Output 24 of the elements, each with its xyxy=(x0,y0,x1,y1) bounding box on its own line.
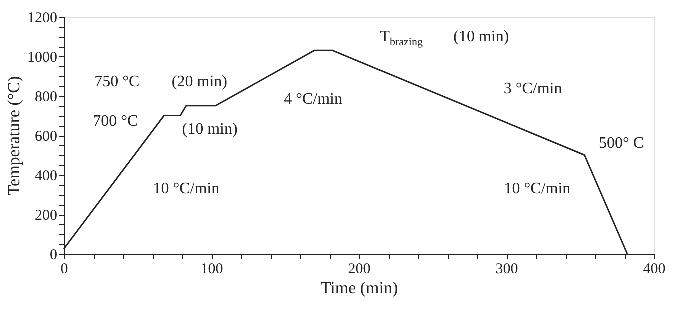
x-tick-label: 300 xyxy=(496,262,518,278)
annotation: (10 min) xyxy=(182,120,238,138)
x-tick-label: 400 xyxy=(643,262,666,278)
annotation: 700 °C xyxy=(93,113,138,130)
y-axis-title: Temperature (°C) xyxy=(4,76,24,196)
annotation: (20 min) xyxy=(172,73,228,90)
x-tick-label: 200 xyxy=(348,262,371,278)
y-tick-label: 1000 xyxy=(28,50,58,66)
x-tick-label: 0 xyxy=(60,262,68,278)
y-tick-label: 400 xyxy=(35,168,58,184)
y-tick-label: 1200 xyxy=(28,10,58,26)
y-tick-label: 600 xyxy=(35,129,58,145)
annotation: 4 °C/min xyxy=(284,91,342,108)
annotation: 750 °C xyxy=(94,73,140,90)
x-axis-title: Time (min) xyxy=(320,278,398,298)
annotation: 10 °C/min xyxy=(153,180,220,198)
y-tick-label: 0 xyxy=(50,248,58,264)
annotation: (10 min) xyxy=(454,28,510,46)
annotation: 10 °C/min xyxy=(504,180,571,198)
x-tick-label: 100 xyxy=(200,262,224,278)
annotation: 500° C xyxy=(599,134,644,152)
y-tick-label: 200 xyxy=(35,208,58,224)
y-tick-label: 800 xyxy=(35,90,58,106)
annotation: 3 °C/min xyxy=(504,80,562,98)
